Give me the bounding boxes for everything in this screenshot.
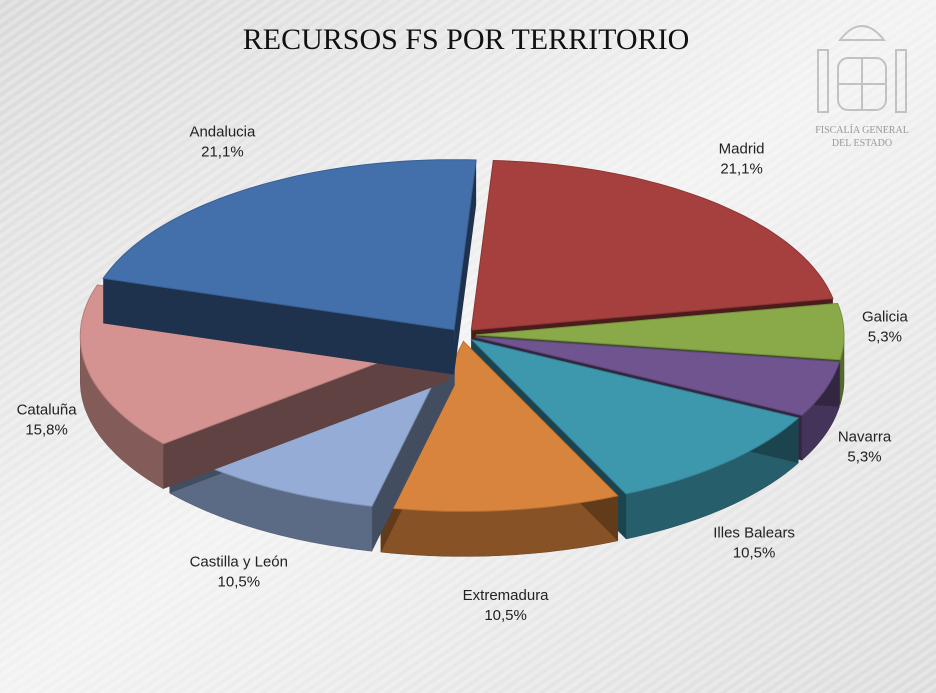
data-label-value: 10,5% xyxy=(218,573,261,590)
slice-top xyxy=(102,159,477,331)
data-label-value: 10,5% xyxy=(484,607,527,624)
slice-top xyxy=(470,159,834,331)
data-label-value: 15,8% xyxy=(25,421,68,438)
data-label-name: Madrid xyxy=(719,140,765,157)
slice-top xyxy=(380,340,619,512)
data-label-value: 21,1% xyxy=(720,160,763,177)
data-label-value: 5,3% xyxy=(868,328,902,345)
slice-top xyxy=(475,302,845,361)
slice-top xyxy=(475,336,841,416)
chart-title: RECURSOS FS POR TERRITORIO xyxy=(243,23,690,56)
data-label-name: Castilla y León xyxy=(190,553,288,570)
data-label-name: Navarra xyxy=(838,429,892,446)
data-label-name: Extremadura xyxy=(463,587,550,604)
slice-cut xyxy=(163,336,449,489)
logo xyxy=(817,25,907,113)
data-label-value: 21,1% xyxy=(201,144,244,161)
logo-text: DEL ESTADO xyxy=(832,138,892,149)
data-label-value: 5,3% xyxy=(847,449,881,466)
logo-text: FISCALÍA GENERAL xyxy=(815,124,909,136)
data-label-name: Illes Balears xyxy=(713,524,795,541)
slice-cut xyxy=(454,159,477,375)
data-label-name: Cataluña xyxy=(17,401,78,418)
data-label-name: Andalucia xyxy=(189,124,256,141)
data-label-name: Galicia xyxy=(862,308,909,325)
slice-cut xyxy=(103,278,455,375)
data-label-value: 10,5% xyxy=(733,544,776,561)
slice xyxy=(102,159,477,375)
slice-top xyxy=(470,338,800,495)
